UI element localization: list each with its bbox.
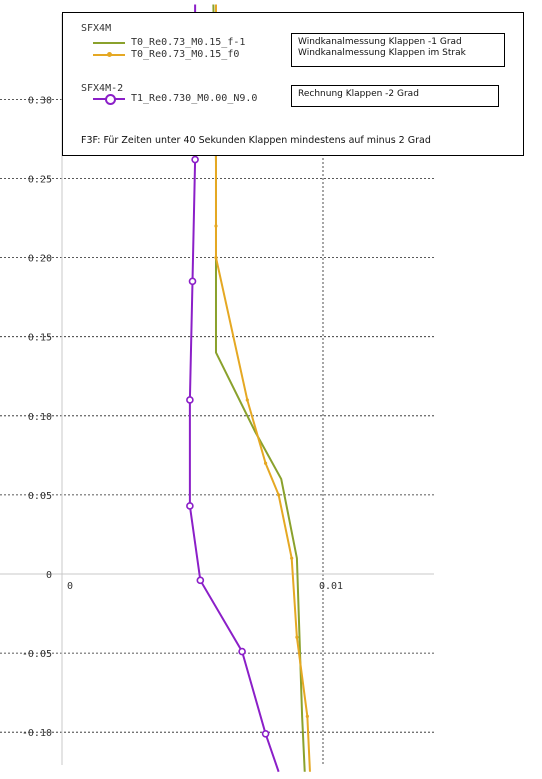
legend-line-swatch <box>93 42 125 44</box>
grid-lines <box>0 14 434 765</box>
data-point <box>196 576 205 585</box>
tick-labels: 0.30 0.25 0.20 0.15 0.10 0.05 0 -0.05 -0.10 0 0.01 <box>22 95 343 739</box>
data-series <box>186 4 311 773</box>
x-tick-label: 0 <box>67 581 73 592</box>
legend-description-box: Windkanalmessung Klappen -1 Grad Windkan… <box>291 33 505 67</box>
legend-description-line: Windkanalmessung Klappen im Strak <box>298 48 466 58</box>
legend-description-box: Rechnung Klappen -2 Grad <box>291 85 499 107</box>
legend-entry-label: T0_Re0.73_M0.15_f-1 <box>131 37 246 48</box>
legend-description-line: Rechnung Klappen -2 Grad <box>298 89 419 99</box>
y-tick-label: 0.05 <box>28 491 52 502</box>
data-point <box>186 502 194 510</box>
y-tick-label: -0.05 <box>22 649 52 660</box>
y-tick-label: 0.25 <box>28 175 52 186</box>
data-point <box>290 556 294 560</box>
data-point <box>191 155 199 164</box>
y-tick-label: 0.15 <box>28 333 52 344</box>
data-point <box>186 396 194 404</box>
data-point <box>245 398 249 402</box>
data-point <box>305 714 309 718</box>
series-line-1 <box>214 4 311 772</box>
x-tick-label: 0.01 <box>319 581 343 592</box>
y-tick-label: 0 <box>46 570 52 581</box>
data-point <box>261 729 270 738</box>
data-point <box>214 256 218 260</box>
data-point <box>277 493 281 497</box>
data-point <box>188 277 197 286</box>
legend-marker-circle <box>105 94 116 105</box>
y-tick-label: -0.10 <box>22 728 52 739</box>
legend-entry-label: T0_Re0.73_M0.15_f0 <box>131 49 240 60</box>
legend-footnote: F3F: Für Zeiten unter 40 Sekunden Klappe… <box>81 135 431 146</box>
legend-entry-label: T1_Re0.730_M0.00_N9.0 <box>131 93 258 104</box>
y-tick-label: 0.20 <box>28 254 52 265</box>
data-point <box>263 461 268 465</box>
data-point <box>214 224 218 228</box>
legend-description-line: Windkanalmessung Klappen -1 Grad <box>298 37 462 47</box>
data-point <box>295 635 299 639</box>
data-point <box>238 647 246 656</box>
y-tick-label: 0.30 <box>28 95 52 106</box>
legend: SFX4M T0_Re0.73_M0.15_f-1 T0_Re0.73_M0.1… <box>62 12 524 156</box>
legend-group-title: SFX4M-2 <box>81 83 124 94</box>
legend-group-title: SFX4M <box>81 23 112 34</box>
y-tick-label: 0.10 <box>28 412 52 423</box>
legend-marker-dot <box>107 52 112 57</box>
